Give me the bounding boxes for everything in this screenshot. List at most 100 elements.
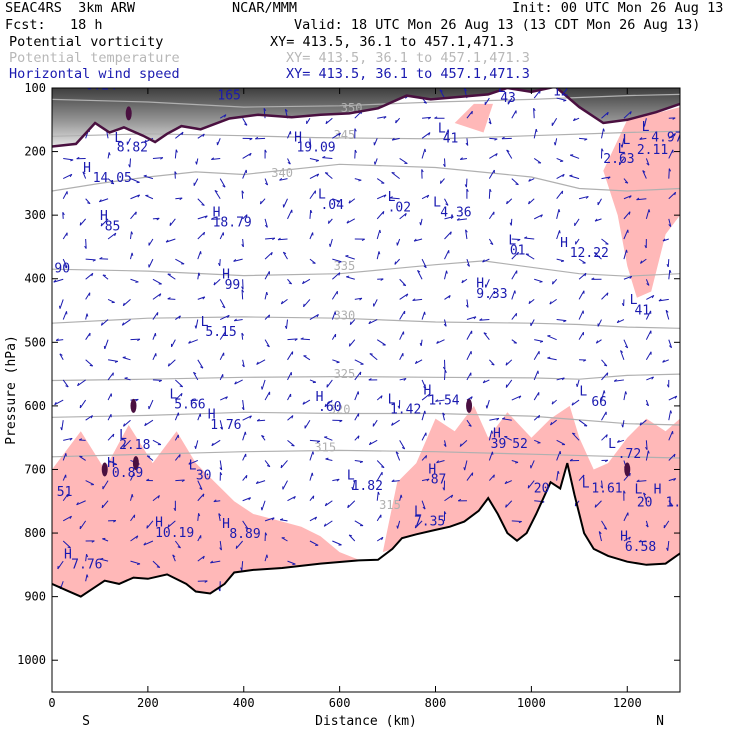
wind-vector-head (280, 518, 284, 521)
wind-vector (264, 554, 268, 562)
wind-vector (174, 149, 177, 159)
wind-vector (376, 251, 380, 260)
wind-vector (394, 258, 401, 265)
wind-vector-head (122, 356, 126, 359)
x-tick-label: 1000 (517, 696, 546, 710)
wind-vector (421, 258, 427, 268)
wind-vector-head (255, 136, 259, 140)
wind-vector (601, 390, 605, 401)
wind-vector (309, 210, 312, 219)
wind-vector (413, 238, 423, 242)
wind-vector-head (261, 435, 265, 438)
wind-vector (421, 194, 430, 200)
wind-vector (636, 198, 647, 201)
wind-vector (197, 535, 202, 542)
wind-vector-head (668, 168, 672, 172)
wind-vector (62, 453, 67, 461)
wind-vector (242, 359, 245, 368)
wind-vector-head (338, 261, 342, 263)
wind-vector (466, 472, 474, 481)
wind-vector (593, 252, 602, 260)
wind-vector (354, 520, 364, 527)
wind-vector-head (54, 401, 57, 405)
wind-vector (174, 412, 179, 421)
wind-vector (376, 395, 383, 401)
wind-vector (440, 178, 445, 184)
extremum-label-83: 43 (500, 91, 516, 106)
wind-vector (645, 310, 652, 320)
wind-vector (171, 339, 176, 348)
potential-vorticity-contours (52, 88, 680, 477)
wind-vector (570, 154, 580, 159)
wind-vector (85, 272, 94, 280)
wind-vector-head (383, 194, 387, 198)
wind-vector-head (204, 215, 208, 219)
wind-vector (279, 178, 288, 181)
wind-vector (331, 311, 336, 320)
wind-vector-head (638, 539, 642, 543)
wind-vector-head (113, 520, 117, 523)
wind-vector (533, 214, 543, 220)
extremum-label-6: H (213, 205, 221, 220)
wind-vector (264, 460, 271, 468)
wind-vector-head (167, 524, 170, 528)
wind-vector-head (245, 475, 248, 479)
wind-vector (547, 357, 557, 361)
extremum-label-10: L (318, 188, 326, 203)
extremum-label-31: 9.33 (476, 287, 507, 302)
wind-vector (556, 97, 567, 101)
wind-vector-head (135, 398, 139, 402)
wind-vector-head (86, 574, 89, 578)
isentrope-335 (52, 260, 680, 277)
wind-vector-head (114, 360, 118, 363)
wind-vector-head (424, 311, 426, 315)
wind-vector-head (427, 116, 431, 120)
wind-vector-head (603, 390, 606, 394)
wind-vector-head (339, 420, 343, 423)
wind-vector (534, 278, 543, 283)
wind-vector (304, 419, 311, 429)
wind-vector-head (69, 174, 73, 178)
wind-vector-head (159, 293, 162, 297)
wind-vector-head (665, 309, 669, 313)
extremum-label-69: 1.36 (666, 495, 697, 510)
wind-vector (152, 495, 160, 502)
wind-vector (300, 338, 310, 341)
wind-vector (219, 331, 226, 340)
wind-vector-head (646, 162, 650, 166)
wind-vector (524, 237, 535, 240)
wind-vector (354, 413, 360, 421)
wind-vector (303, 299, 311, 308)
wind-vector (197, 251, 202, 260)
wind-vector (167, 273, 176, 280)
wind-vector (79, 520, 87, 530)
wind-vector (309, 173, 319, 180)
wind-vector (126, 138, 131, 145)
wind-vector (85, 198, 91, 204)
wind-vector (533, 351, 540, 361)
wind-vector (175, 379, 184, 388)
wind-vector (578, 310, 584, 320)
wind-vector (399, 213, 407, 220)
wind-vector (417, 270, 423, 280)
wind-vector-head (202, 296, 206, 300)
extremum-label-34: L (201, 315, 209, 330)
wind-vector (85, 415, 93, 421)
wind-vector-head (464, 88, 467, 92)
wind-vector (466, 330, 473, 340)
wind-vector-head (101, 504, 104, 508)
wind-vector-head (178, 315, 181, 319)
wind-vector (412, 298, 423, 301)
wind-vector-head (625, 249, 628, 253)
isentrope-label-5: 325 (334, 367, 356, 381)
wind-vector-head (202, 133, 205, 137)
wind-vector-head (642, 170, 646, 173)
wind-vector-head (419, 222, 422, 226)
wind-vector (302, 278, 311, 285)
wind-vector-head (603, 128, 605, 132)
extremum-label-19: 01 (510, 244, 526, 259)
wind-vector (616, 319, 625, 324)
wind-vector-head (560, 260, 565, 263)
wind-vector (148, 238, 154, 246)
